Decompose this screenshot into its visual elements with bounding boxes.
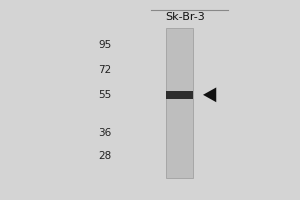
Bar (166, 28, 193, 178)
Text: 55: 55 (98, 90, 112, 100)
Text: 36: 36 (98, 128, 112, 138)
Text: Sk-Br-3: Sk-Br-3 (166, 12, 205, 22)
Bar (166, 91, 193, 99)
Text: 72: 72 (98, 65, 112, 75)
Text: 95: 95 (98, 40, 112, 50)
Text: 28: 28 (98, 151, 112, 161)
Polygon shape (203, 87, 216, 102)
